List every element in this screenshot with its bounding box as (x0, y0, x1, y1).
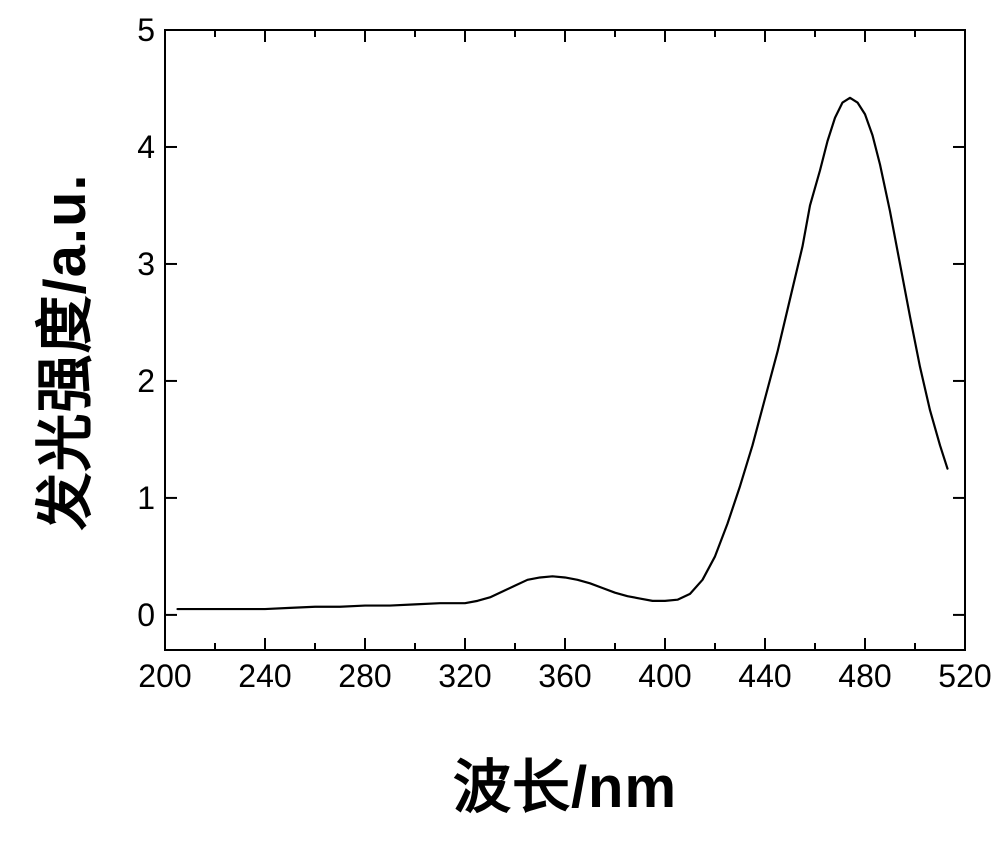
x-tick-label: 320 (437, 658, 493, 695)
y-tick-label: 5 (137, 12, 155, 49)
y-tick-label: 4 (137, 129, 155, 166)
x-tick-label: 280 (337, 658, 393, 695)
series-line (178, 98, 948, 609)
y-axis-label: 发光强度/a.u. (18, 172, 102, 532)
y-tick-label: 0 (137, 597, 155, 634)
x-tick-label: 480 (837, 658, 893, 695)
y-tick-label: 1 (137, 480, 155, 517)
plot-svg (165, 30, 965, 650)
x-axis-label: 波长/nm (415, 740, 715, 824)
y-tick-label: 3 (137, 246, 155, 283)
x-tick-label: 360 (537, 658, 593, 695)
spectrum-chart: 发光强度/a.u. 波长/nm 200240280320360400440480… (0, 0, 1000, 855)
x-tick-label: 440 (737, 658, 793, 695)
plot-area (165, 30, 965, 650)
x-tick-label: 520 (937, 658, 993, 695)
x-tick-label: 400 (637, 658, 693, 695)
x-tick-label: 200 (137, 658, 193, 695)
y-tick-label: 2 (137, 363, 155, 400)
x-tick-label: 240 (237, 658, 293, 695)
